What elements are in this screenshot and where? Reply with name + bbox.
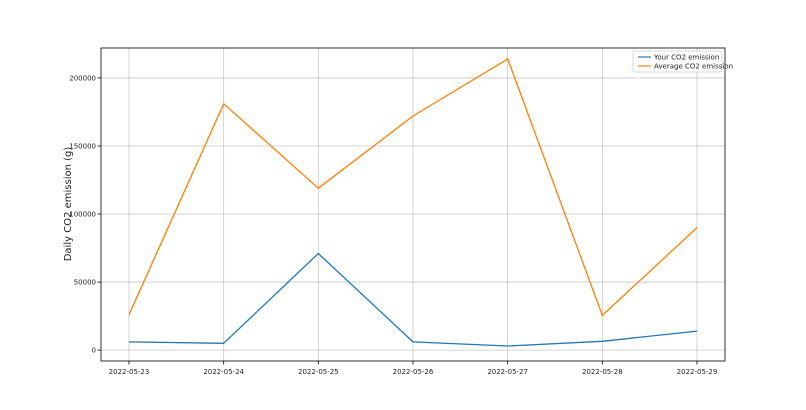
y-tick-label: 200000 — [69, 74, 96, 82]
x-tick-label: 2022-05-26 — [393, 368, 434, 376]
y-tick-label: 0 — [92, 347, 96, 355]
x-tick-label: 2022-05-27 — [487, 368, 528, 376]
legend-label-series-2: Average CO2 emission — [654, 63, 733, 71]
y-tick-label: 50000 — [74, 279, 96, 287]
x-tick-label: 2022-05-29 — [677, 368, 718, 376]
y-axis-title: Daily CO2 emission (g) — [63, 147, 74, 262]
x-tick-label: 2022-05-25 — [298, 368, 339, 376]
x-axis: 2022-05-23 2022-05-24 2022-05-25 2022-05-26… — [109, 361, 718, 376]
legend: Your CO2 emission Average CO2 emission — [633, 51, 733, 72]
x-tick-label: 2022-05-23 — [109, 368, 150, 376]
x-tick-label: 2022-05-24 — [203, 368, 244, 376]
grid — [101, 48, 725, 361]
x-tick-label: 2022-05-28 — [582, 368, 623, 376]
legend-label-series-1: Your CO2 emission — [653, 54, 719, 62]
